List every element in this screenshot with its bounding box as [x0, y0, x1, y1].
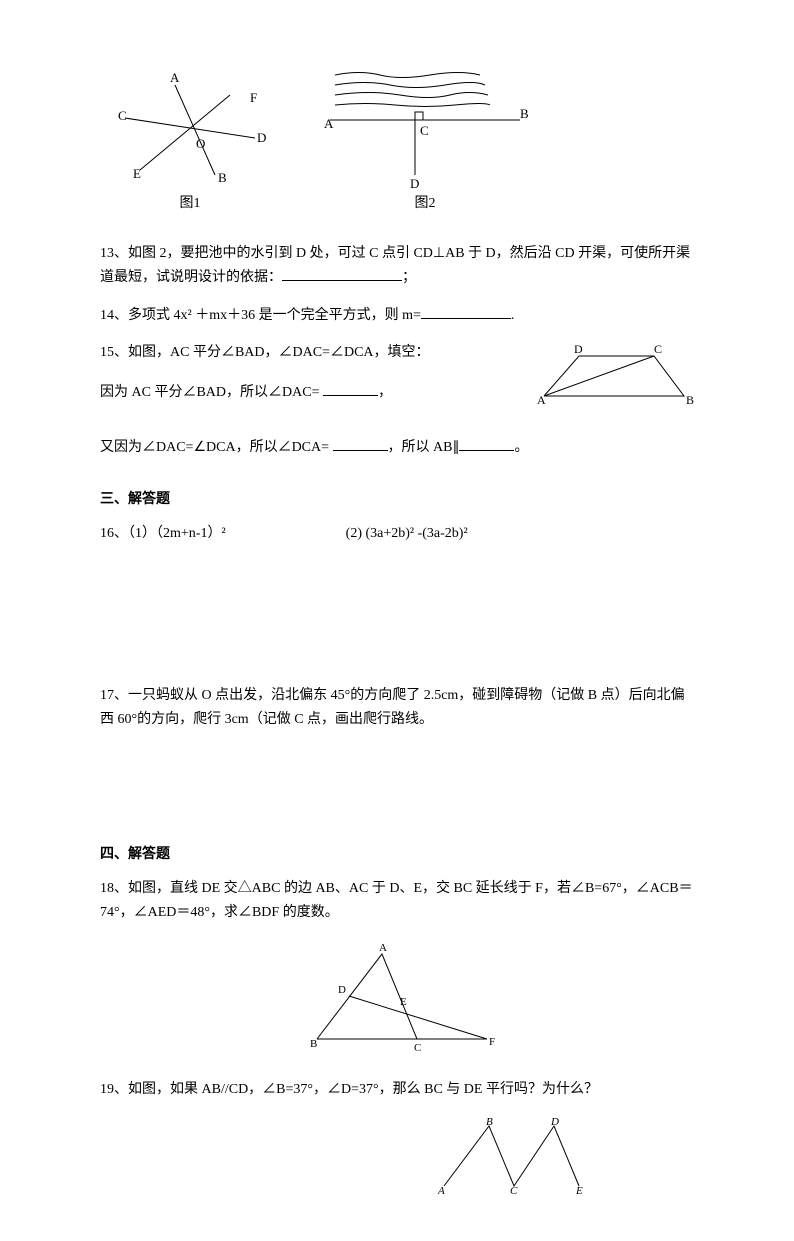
q14-text-before: 多项式 4x² ＋mx＋36 是一个完全平方式，则 m=	[128, 308, 421, 323]
q19-figure: A B C D E	[100, 1116, 694, 1201]
fig2-label-a: A	[324, 116, 334, 131]
q15-label-c: C	[654, 342, 662, 356]
q18-label-d: D	[338, 984, 346, 996]
figure-2-caption: 图2	[320, 192, 530, 212]
figure-1-caption: 图1	[100, 192, 280, 212]
q15-line2-post: ，	[378, 385, 392, 400]
q14-num: 14、	[100, 308, 128, 323]
fig1-label-d: D	[257, 130, 266, 145]
q18-label-e: E	[400, 996, 407, 1008]
q13-blank[interactable]	[282, 266, 402, 281]
figure-2: A B C D 图2	[320, 60, 530, 212]
q18-label-f: F	[489, 1036, 495, 1048]
q19-label-a: A	[437, 1185, 445, 1196]
q16-num: 16、	[100, 526, 128, 541]
q18-text: 如图，直线 DE 交△ABC 的边 AB、AC 于 D、E，交 BC 延长线于 …	[100, 881, 693, 920]
q14-blank[interactable]	[421, 304, 511, 319]
q15-line3-pre: 又因为∠DAC=∠DCA，所以∠DCA=	[100, 440, 333, 455]
question-15: 15、如图，AC 平分∠BAD，∠DAC=∠DCA，填空： 因为 AC 平分∠B…	[100, 341, 694, 460]
fig1-label-f: F	[250, 90, 257, 105]
fig2-label-b: B	[520, 106, 529, 121]
fig1-label-c: C	[118, 108, 127, 123]
question-13: 13、如图 2，要把池中的水引到 D 处，可过 C 点引 CD⊥AB 于 D，然…	[100, 242, 694, 290]
question-14: 14、多项式 4x² ＋mx＋36 是一个完全平方式，则 m=.	[100, 304, 694, 328]
q19-label-c: C	[510, 1185, 518, 1196]
q15-blank1[interactable]	[323, 381, 378, 396]
q16-b: (2) (3a+2b)² -(3a-2b)²	[346, 522, 468, 546]
q15-blank3[interactable]	[459, 436, 514, 451]
q19-label-e: E	[575, 1185, 583, 1196]
figure-1: A F C D E B O 图1	[100, 60, 280, 212]
q14-text-after: .	[511, 308, 515, 323]
q13-text-after: ；	[402, 270, 416, 285]
q19-num: 19、	[100, 1082, 128, 1097]
fig1-label-a: A	[170, 70, 180, 85]
q16-a: （1）（2m+n-1）²	[128, 526, 226, 541]
q15-num: 15、	[100, 345, 128, 360]
q17-text: 一只蚂蚁从 O 点出发，沿北偏东 45°的方向爬了 2.5cm，碰到障碍物（记做…	[100, 688, 685, 727]
section-4-title: 四、解答题	[100, 843, 694, 863]
q15-label-d: D	[574, 342, 583, 356]
q19-text: 如图，如果 AB//CD，∠B=37°，∠D=37°，那么 BC 与 DE 平行…	[128, 1082, 598, 1097]
q18-label-c: C	[414, 1042, 421, 1054]
q15-label-a: A	[537, 393, 546, 407]
question-19: 19、如图，如果 AB//CD，∠B=37°，∠D=37°，那么 BC 与 DE…	[100, 1078, 694, 1102]
q15-line2-pre: 因为 AC 平分∠BAD，所以∠DAC=	[100, 385, 323, 400]
q15-line3-post: 。	[514, 440, 528, 455]
question-18: 18、如图，直线 DE 交△ABC 的边 AB、AC 于 D、E，交 BC 延长…	[100, 877, 694, 925]
question-17: 17、一只蚂蚁从 O 点出发，沿北偏东 45°的方向爬了 2.5cm，碰到障碍物…	[100, 684, 694, 732]
question-16: 16、（1）（2m+n-1）² (2) (3a+2b)² -(3a-2b)²	[100, 522, 694, 546]
fig2-label-c: C	[420, 123, 429, 138]
q18-label-b: B	[310, 1038, 317, 1050]
q18-label-a: A	[379, 942, 387, 954]
q19-label-d: D	[550, 1116, 559, 1128]
fig1-label-o: O	[196, 136, 205, 151]
q19-label-b: B	[486, 1116, 493, 1128]
q15-label-b: B	[686, 393, 694, 407]
fig1-label-e: E	[133, 166, 141, 181]
q17-num: 17、	[100, 688, 128, 703]
fig2-label-d: D	[410, 176, 419, 190]
q13-num: 13、	[100, 246, 128, 261]
q15-blank2[interactable]	[333, 436, 388, 451]
fig1-label-b: B	[218, 170, 227, 185]
q15-figure: A B C D	[534, 341, 694, 420]
q18-figure: A B C D E F	[100, 939, 694, 1064]
section-3-title: 三、解答题	[100, 488, 694, 508]
q15-line1: 如图，AC 平分∠BAD，∠DAC=∠DCA，填空：	[128, 345, 430, 360]
q18-num: 18、	[100, 881, 128, 896]
q15-line3-mid: ，所以 AB∥	[388, 440, 460, 455]
